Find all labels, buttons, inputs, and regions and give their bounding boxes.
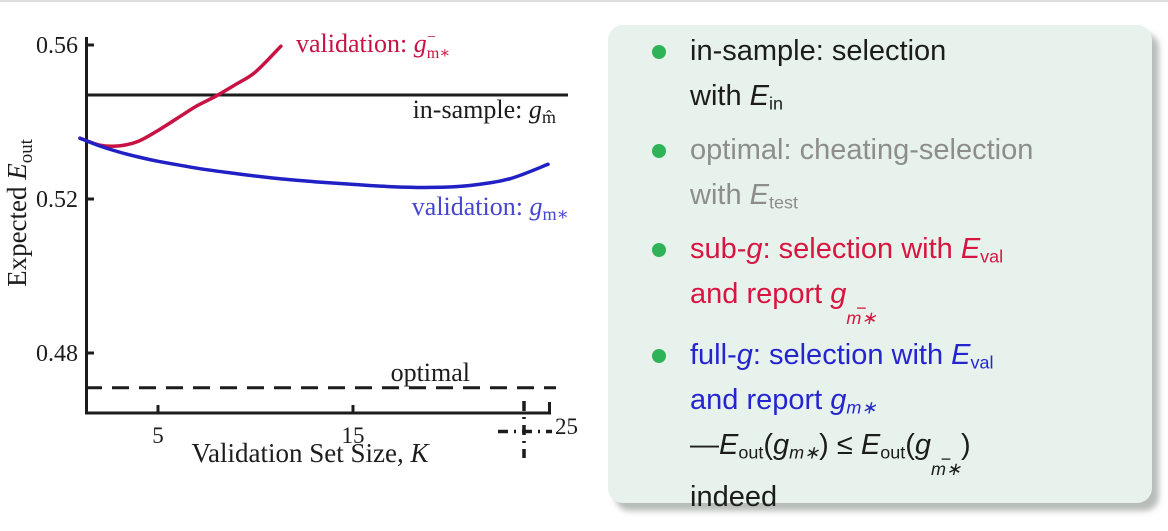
- x-tick-label-5: 5: [152, 423, 164, 448]
- chart-svg: 0.56 0.52 0.48 5 15 25 Validation Set Si…: [2, 29, 578, 468]
- sub-g-validation-curve: [78, 44, 283, 149]
- y-tick-label-048: 0.48: [36, 341, 78, 367]
- y-tick-label-056: 0.56: [36, 33, 78, 59]
- bullet-text: sub-g: selection with Eval: [690, 233, 1004, 267]
- bullet-item-full-g: full-g: selection with Eval and report g…: [608, 333, 1138, 520]
- y-axis-title: Expected Eout: [2, 138, 37, 287]
- bullet-text: in-sample: selection: [690, 35, 947, 67]
- optimal-line-label: optimal: [391, 358, 470, 387]
- bullet-item-optimal: optimal: cheating-selection with Etest: [608, 128, 1138, 218]
- bullet-icon: [652, 348, 666, 363]
- bullet-text-inequality: —Eout(gm∗) ≤ Eout(g − m∗): [690, 428, 971, 479]
- bullet-text: and report g − m∗: [690, 278, 877, 329]
- bullet-icon: [652, 45, 666, 59]
- bullet-text: and report gm∗: [690, 383, 877, 418]
- eout-vs-validation-size-chart: 0.56 0.52 0.48 5 15 25 Validation Set Si…: [2, 29, 578, 468]
- bullet-text: indeed: [690, 480, 778, 513]
- bullet-text: with Etest: [690, 179, 798, 213]
- in-sample-line-label: in-sample: gm̂: [413, 95, 556, 127]
- bullet-icon: [652, 144, 666, 158]
- bullet-item-in-sample: in-sample: selection with Ein: [608, 29, 1138, 119]
- full-g-validation-curve: [78, 136, 550, 190]
- bullet-text: optimal: cheating-selection: [690, 134, 1034, 166]
- x-tick-label-15: 15: [342, 423, 365, 448]
- blue-curve-label: validation: gm∗: [412, 192, 569, 224]
- legend-panel: in-sample: selection with Ein optimal: c…: [608, 25, 1152, 513]
- x-axis-title: Validation Set Size, K: [192, 438, 431, 468]
- x-tick-label-25: 25: [555, 414, 578, 439]
- dash-dot-crosshair-marker: [498, 401, 552, 458]
- slide-top-border: [0, 0, 1168, 2]
- red-curve-label: validation: g− m∗: [296, 29, 450, 62]
- y-tick-label-052: 0.52: [36, 187, 78, 213]
- bullet-icon: [652, 243, 666, 257]
- bullet-text: with Ein: [690, 80, 783, 114]
- bullet-item-sub-g: sub-g: selection with Eval and report g −…: [608, 227, 1138, 329]
- bullet-text: full-g: selection with Eval: [690, 338, 994, 373]
